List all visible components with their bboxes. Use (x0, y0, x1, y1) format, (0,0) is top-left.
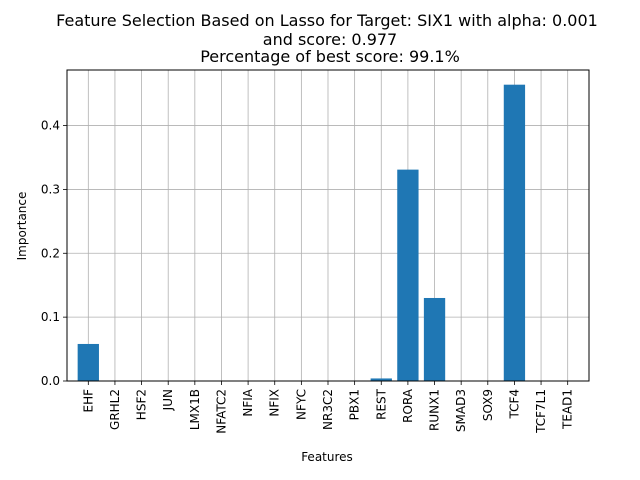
bar-ehf (77, 343, 99, 381)
y-tick-label: 0.2 (41, 246, 60, 260)
x-tick-label: JUN (161, 389, 175, 411)
x-tick-label: TCF4 (507, 389, 521, 420)
y-axis-ticks: 0.0 0.1 0.2 0.3 0.4 (41, 119, 67, 388)
x-axis-ticks: EHF GRHL2 HSF2 JUN LMX1B NFATC2 NFIA NFIX NFYC NR… (81, 381, 575, 434)
x-tick-label: NFIA (241, 388, 255, 416)
y-tick-label: 0.0 (41, 374, 60, 388)
x-tick-label: NFIX (268, 389, 282, 417)
x-tick-label: LMX1B (188, 389, 202, 430)
x-axis-label: Features (301, 450, 353, 464)
chart-title-line-1: Feature Selection Based on Lasso for Tar… (56, 11, 598, 30)
bar-runx1 (423, 297, 446, 381)
x-tick-label: TEAD1 (561, 389, 575, 430)
x-tick-label: REST (374, 388, 388, 420)
x-tick-label: SOX9 (481, 389, 495, 421)
x-tick-label: GRHL2 (108, 389, 122, 430)
bar-rora (397, 169, 419, 381)
x-tick-label: RUNX1 (428, 389, 442, 431)
y-tick-label: 0.1 (41, 310, 60, 324)
y-tick-label: 0.4 (41, 119, 60, 133)
bar-tcf4 (503, 84, 526, 382)
y-axis-label: Importance (15, 192, 29, 261)
chart-title-line-3: Percentage of best score: 99.1% (200, 47, 460, 66)
bar-rest (370, 378, 392, 381)
x-tick-label: SMAD3 (454, 389, 468, 432)
x-tick-label: PBX1 (348, 389, 362, 420)
bars (77, 84, 526, 382)
x-tick-label: TCF7L1 (534, 389, 548, 434)
x-tick-label: HSF2 (135, 389, 149, 420)
x-tick-label: EHF (81, 389, 95, 413)
x-tick-label: NR3C2 (321, 389, 335, 430)
y-tick-label: 0.3 (41, 182, 60, 196)
x-tick-label: RORA (401, 388, 415, 423)
x-tick-label: NFATC2 (214, 389, 228, 434)
chart-title-line-2: and score: 0.977 (263, 30, 397, 49)
x-tick-label: NFYC (294, 389, 308, 420)
